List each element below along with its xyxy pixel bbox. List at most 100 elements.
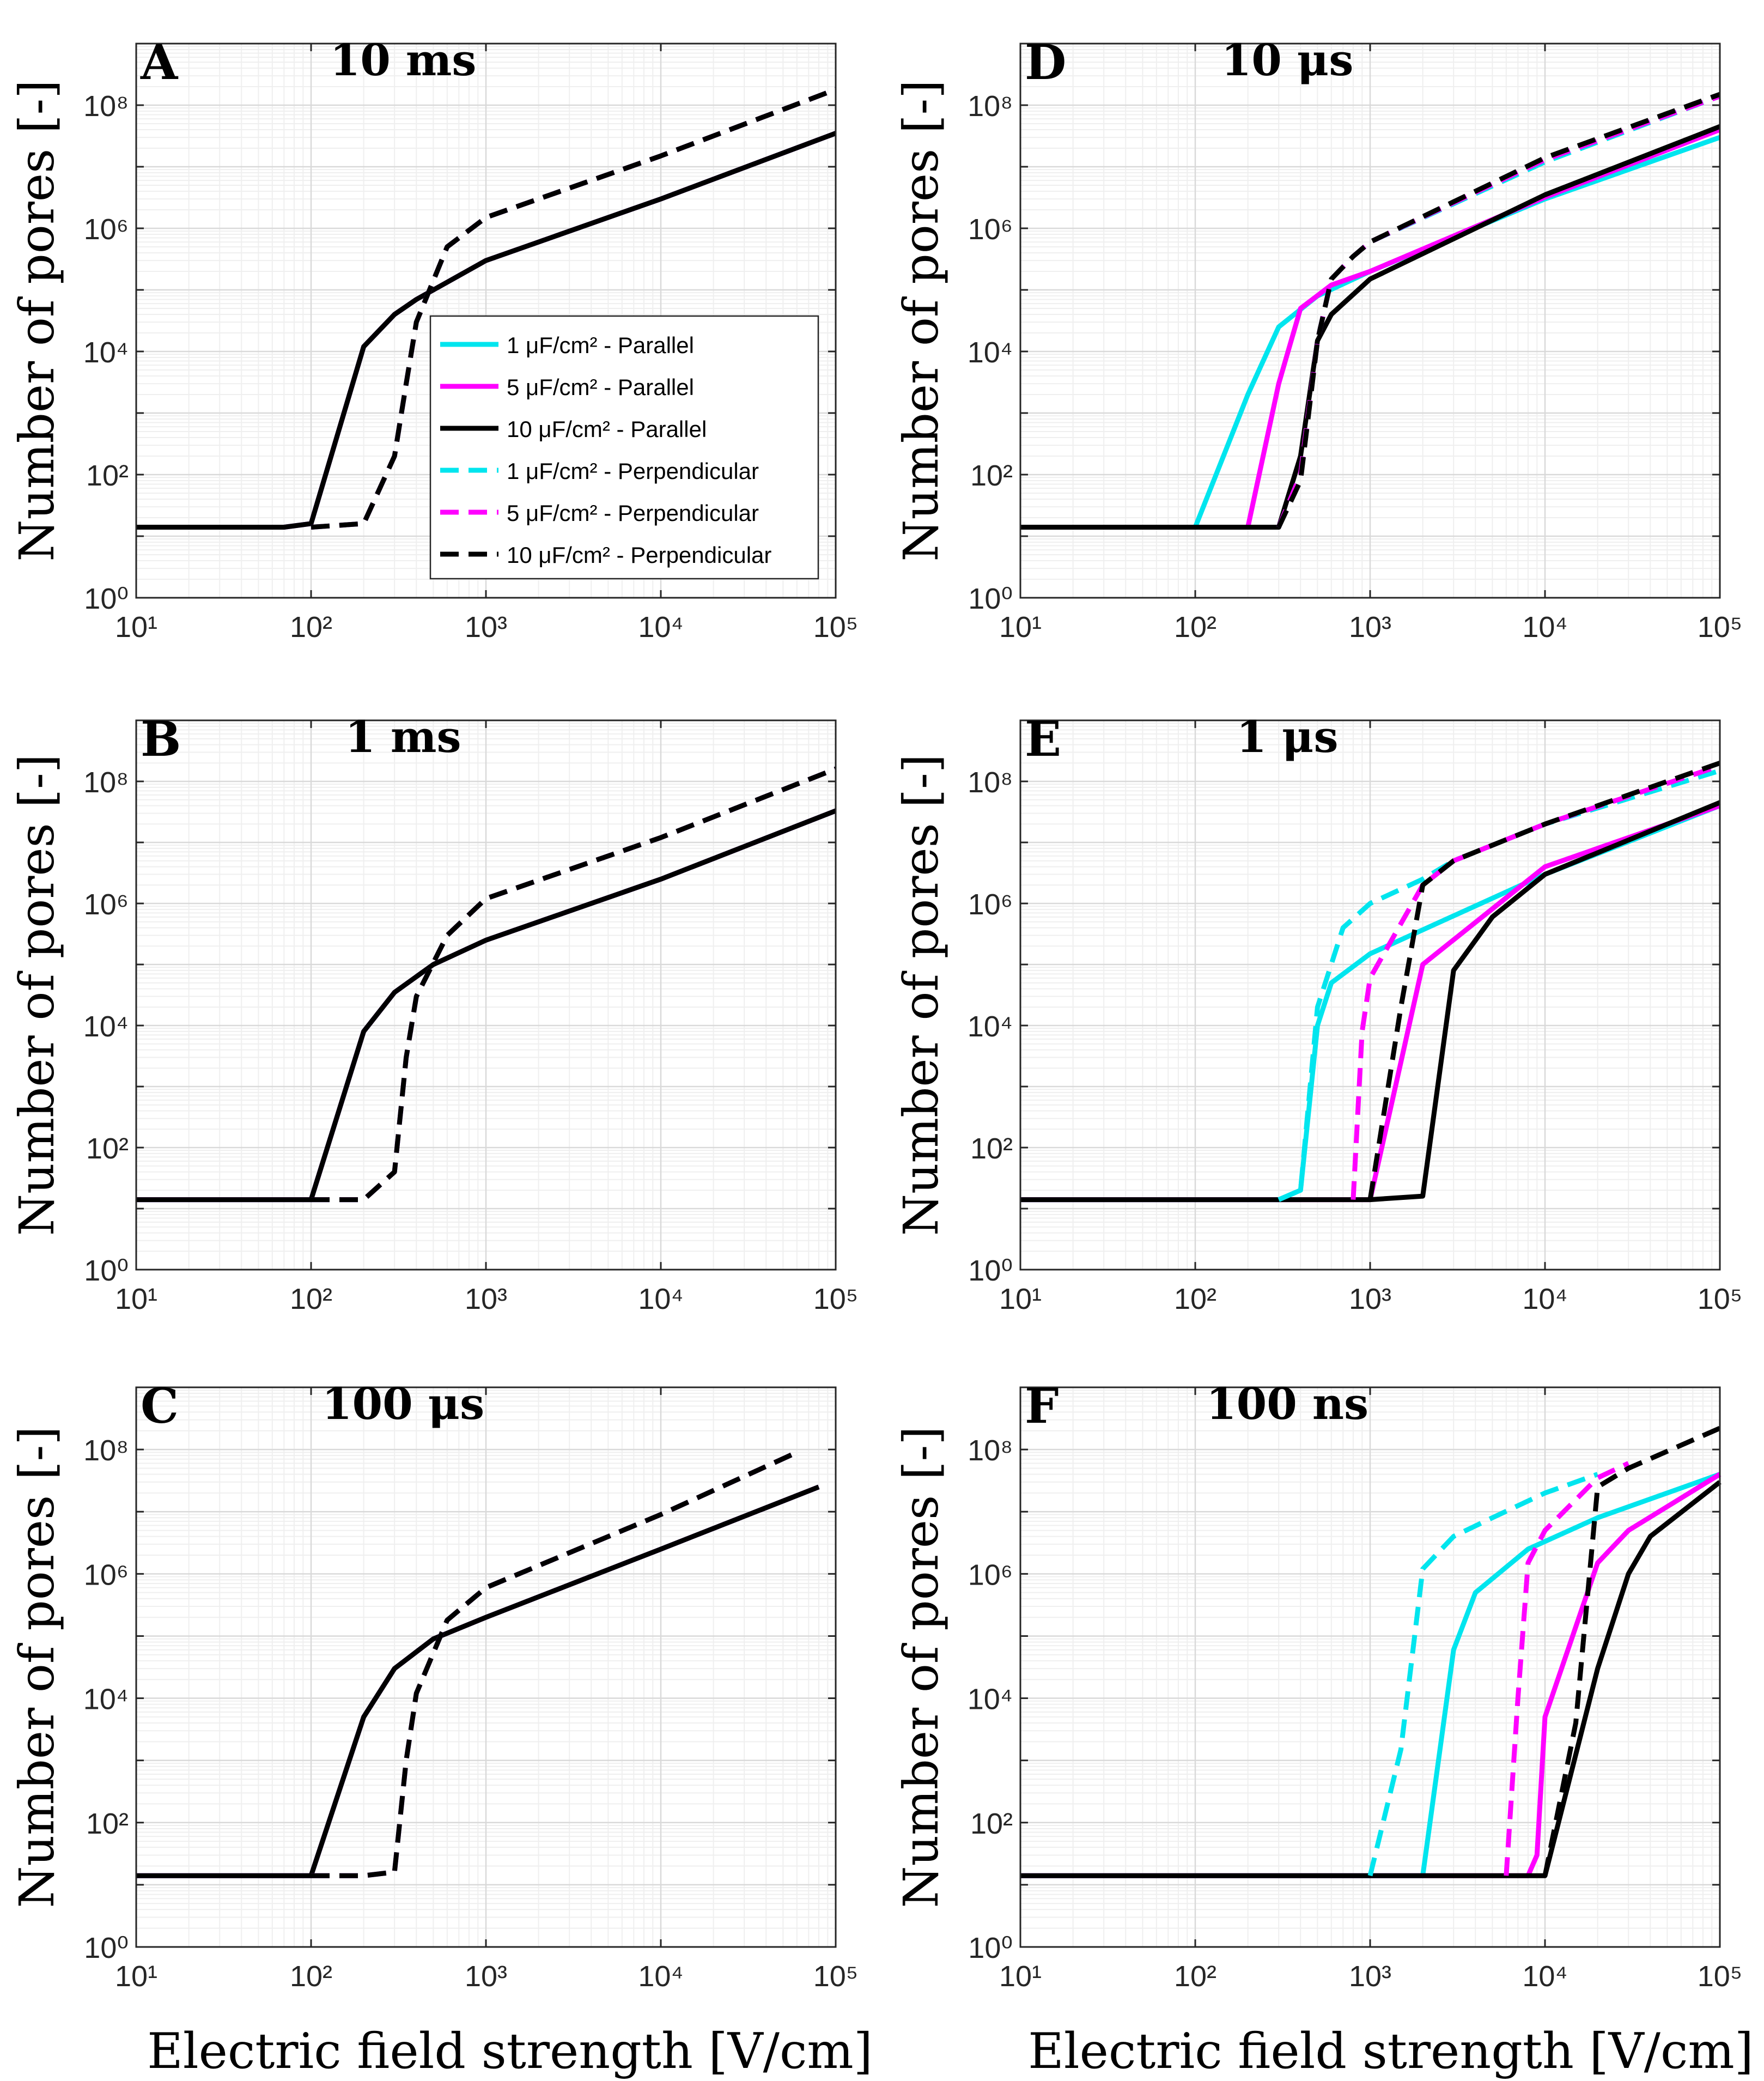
x-tick-label: 10⁵ [1698, 1960, 1742, 1993]
legend-box [429, 315, 819, 580]
legend: 1 μF/cm² - Parallel 5 μF/cm² - Parallel 10… [429, 315, 819, 580]
x-tick-label: 10² [290, 1283, 332, 1315]
y-axis-label: Number of pores [-] [893, 754, 949, 1236]
y-tick-label: 10⁶ [84, 1558, 129, 1591]
series-group [1020, 761, 1721, 1203]
series-group [136, 87, 837, 530]
axes [1019, 43, 1721, 599]
axes-frame [1019, 1386, 1721, 1948]
x-tick-label: 10¹ [999, 611, 1042, 644]
x-tick-label: 10⁴ [638, 1283, 683, 1315]
panel-title: 100 ns [1206, 1378, 1368, 1429]
x-tick-label: 10¹ [115, 1283, 157, 1315]
panel-letter: E [1025, 711, 1061, 767]
x-tick-label: 10⁵ [1698, 611, 1742, 644]
x-tick-label: 10⁵ [1698, 1283, 1742, 1315]
y-tick-label: 10⁸ [968, 90, 1013, 123]
x-tick-label: 10² [1174, 611, 1216, 644]
x-tick-label: 10³ [1349, 1283, 1391, 1315]
legend-label: 5 μF/cm² - Parallel [507, 374, 694, 400]
y-tick-label: 10⁴ [968, 336, 1013, 369]
series-group [136, 1450, 820, 1878]
y-tick-label: 10⁰ [968, 1932, 1013, 1964]
legend-label: 10 μF/cm² - Perpendicular [507, 542, 771, 568]
x-tick-label: 10² [290, 1960, 332, 1993]
x-tick-label: 10⁴ [1522, 1283, 1567, 1315]
y-tick-label: 10⁴ [83, 336, 129, 369]
series-line-6 [1542, 1425, 1721, 1877]
x-tick-label: 10³ [465, 1283, 507, 1315]
axes [135, 1386, 837, 1948]
axes [1019, 719, 1721, 1271]
series-line-6 [1367, 761, 1721, 1200]
y-axis-label: Number of pores [-] [893, 80, 949, 561]
panel-letter: D [1025, 34, 1066, 90]
x-tick-label: 10⁵ [813, 1283, 858, 1315]
series-line-6 [311, 87, 837, 530]
series-line-3 [136, 131, 837, 530]
y-tick-label: 10⁸ [83, 90, 129, 123]
y-tick-label: 10² [970, 1132, 1013, 1165]
y-tick-label: 10⁰ [84, 583, 129, 615]
series-line-3 [1020, 1480, 1722, 1878]
y-tick-label: 10⁰ [84, 1254, 129, 1287]
series-group [1020, 92, 1721, 530]
x-tick-label: 10⁴ [1522, 1960, 1567, 1993]
x-tick-label: 10¹ [999, 1960, 1042, 1993]
legend-label: 10 μF/cm² - Parallel [507, 416, 707, 442]
axes-frame [1019, 719, 1721, 1271]
series-group [1020, 1425, 1722, 1878]
x-tick-label: 10³ [1349, 611, 1391, 644]
y-tick-label: 10² [86, 459, 129, 492]
y-tick-label: 10⁶ [968, 1558, 1013, 1591]
series-line-5 [1504, 1461, 1630, 1876]
legend-label: 1 μF/cm² - Perpendicular [507, 458, 759, 484]
y-tick-label: 10⁸ [83, 1434, 129, 1467]
series-line-3 [136, 1484, 820, 1878]
y-axis-label: Number of pores [-] [9, 1426, 65, 1908]
y-tick-label: 10⁶ [84, 213, 129, 246]
axes-frame [1019, 43, 1721, 599]
x-tick-label: 10⁵ [813, 1960, 858, 1993]
panel-letter: F [1025, 1378, 1059, 1434]
panel-title: 100 μs [322, 1378, 484, 1429]
axes-frame [135, 1386, 837, 1948]
y-tick-label: 10⁶ [968, 213, 1013, 246]
x-tick-label: 10³ [1349, 1960, 1391, 1993]
series-line-6 [1276, 92, 1721, 529]
series-line-3 [136, 808, 837, 1203]
y-tick-label: 10⁶ [84, 888, 129, 921]
panel-B: 10¹ 10² 10³ 10⁴ 10⁵ 10⁰ 10² 10⁴ 10⁶ 10⁸ B 1 ms Numbe… [9, 711, 858, 1315]
panel-letter: C [141, 1378, 179, 1434]
x-tick-label: 10² [1174, 1283, 1216, 1315]
y-tick-label: 10⁶ [968, 888, 1013, 921]
axes [135, 43, 837, 599]
y-tick-label: 10⁸ [968, 766, 1013, 799]
y-tick-label: 10⁰ [84, 1932, 129, 1964]
x-axis-label-left: Electric field strength [V/cm] [147, 2023, 873, 2080]
panel-letter: A [140, 34, 179, 90]
x-tick-label: 10¹ [999, 1283, 1042, 1315]
axes-frame [135, 43, 837, 599]
panel-E: 10¹ 10² 10³ 10⁴ 10⁵ 10⁰ 10² 10⁴ 10⁶ 10⁸ E 1 μs Numbe… [893, 711, 1742, 1315]
panel-A: 10¹ 10² 10³ 10⁴ 10⁵ 10⁰ 10² 10⁴ 10⁶ 10⁸ A 10 ms Numb… [9, 34, 858, 644]
y-tick-label: 10⁸ [83, 766, 129, 799]
x-tick-label: 10⁵ [813, 611, 858, 644]
x-tick-label: 10⁴ [1522, 611, 1567, 644]
x-axis-label-right: Electric field strength [V/cm] [1028, 2023, 1754, 2080]
axes [135, 719, 837, 1271]
x-tick-label: 10⁴ [638, 611, 683, 644]
x-tick-label: 10² [1174, 1960, 1216, 1993]
panel-letter: B [141, 711, 181, 767]
panel-C: 10¹ 10² 10³ 10⁴ 10⁵ 10⁰ 10² 10⁴ 10⁶ 10⁸ C 100 μs Num… [9, 1378, 858, 1993]
x-tick-label: 10³ [465, 1960, 507, 1993]
series-line-4 [1367, 1472, 1599, 1877]
series-group [136, 766, 837, 1203]
x-tick-label: 10⁴ [638, 1960, 683, 1993]
panel-title: 1 ms [345, 711, 461, 762]
axes [1019, 1386, 1721, 1948]
y-tick-label: 10⁴ [83, 1010, 129, 1043]
series-line-6 [311, 766, 837, 1203]
x-tick-label: 10³ [465, 611, 507, 644]
